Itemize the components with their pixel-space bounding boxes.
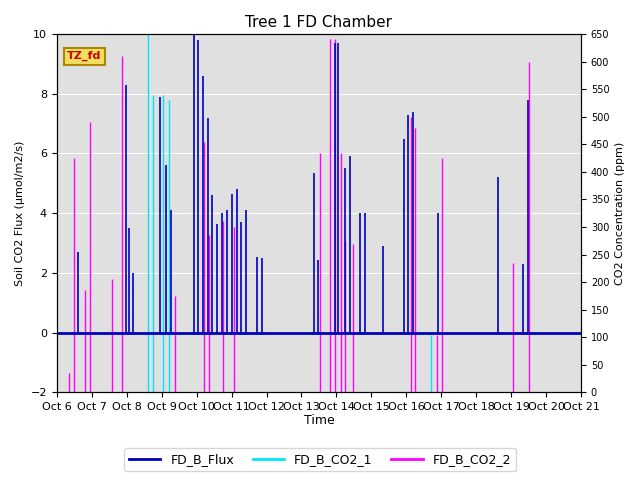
X-axis label: Time: Time xyxy=(303,414,334,427)
Y-axis label: CO2 Concentration (ppm): CO2 Concentration (ppm) xyxy=(615,142,625,285)
Legend: FD_B_Flux, FD_B_CO2_1, FD_B_CO2_2: FD_B_Flux, FD_B_CO2_1, FD_B_CO2_2 xyxy=(124,448,516,471)
Title: Tree 1 FD Chamber: Tree 1 FD Chamber xyxy=(245,15,392,30)
Text: TZ_fd: TZ_fd xyxy=(67,51,102,61)
Y-axis label: Soil CO2 Flux (μmol/m2/s): Soil CO2 Flux (μmol/m2/s) xyxy=(15,141,25,286)
